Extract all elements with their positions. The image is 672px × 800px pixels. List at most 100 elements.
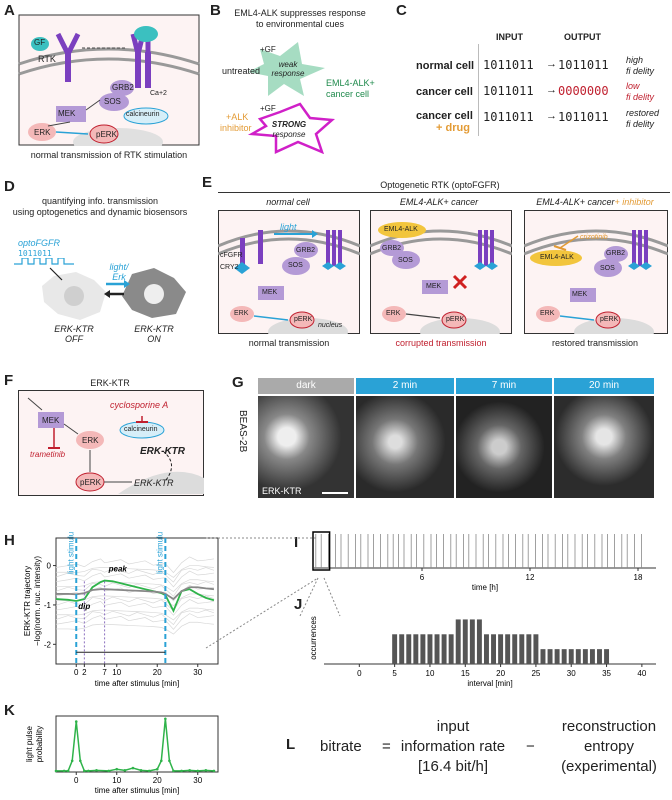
k-point — [147, 769, 151, 773]
output-header: OUTPUT — [564, 32, 601, 42]
g-header-7min: 7 min — [456, 378, 552, 394]
opto-label: optoFGFR — [18, 238, 61, 248]
h-background-trace — [55, 581, 215, 597]
k-plot-frame — [55, 715, 219, 773]
k-point — [87, 769, 90, 773]
l-term1-1: input — [436, 718, 470, 735]
e1-mek: MEK — [262, 289, 278, 296]
e2-title: EML4-ALK+ cancer — [399, 197, 479, 207]
h-stim-label-2: light stimulus — [155, 532, 164, 574]
f-calcineurin: calcineurin — [124, 426, 158, 433]
row-normal-input: 1011011 — [483, 58, 534, 72]
f-ktr-2: ERK-KTR — [134, 478, 174, 488]
scale-bar — [322, 492, 348, 494]
panel-label-l: L — [286, 736, 296, 753]
f-perk: pERK — [80, 478, 101, 487]
j-ylabel: occurrences — [309, 616, 318, 660]
k-point — [164, 717, 167, 721]
j-bar — [526, 634, 532, 664]
f-erk: ERK — [82, 436, 99, 445]
cell-label-2: cancer cell — [326, 89, 370, 99]
ktr-on-1: ERK-KTR — [134, 324, 174, 334]
k-series-line — [56, 718, 215, 772]
k-point — [107, 769, 110, 773]
weak-response-1: weak — [278, 60, 298, 69]
g-header-20min: 20 min — [554, 378, 654, 394]
row-normal-label: normal cell — [416, 60, 475, 72]
cell-label-1: EML4-ALK+ — [326, 78, 375, 88]
row-drug-label-2: + drug — [436, 122, 470, 134]
h-plot-frame — [55, 537, 219, 665]
panel-label-a: A — [4, 2, 15, 19]
row-cancer-arrow: → — [546, 84, 557, 96]
e1-light: light — [280, 222, 297, 232]
k-xtick-label: 0 — [74, 776, 79, 785]
h-background-trace — [55, 609, 215, 626]
h-background-trace — [56, 579, 214, 592]
j-bar — [413, 634, 419, 664]
h-background-trace — [56, 607, 214, 621]
j-xlabel: interval [min] — [467, 679, 512, 688]
k-point — [62, 769, 66, 773]
j-xtick-label: 5 — [392, 669, 397, 678]
k-point — [123, 769, 127, 772]
e3-mek: MEK — [572, 291, 588, 298]
k-point — [79, 759, 82, 763]
i-xtick-label: 18 — [634, 573, 643, 582]
j-bar — [483, 634, 489, 664]
h-xtick-label: 7 — [102, 668, 107, 677]
strong-response-1: STRONG — [271, 120, 307, 129]
row-cancer-input: 1011011 — [483, 84, 534, 98]
row-cancer-output: 0000000 — [558, 84, 609, 98]
h-stim-label-1: light stimulus — [66, 532, 75, 574]
j-xtick-label: 35 — [602, 669, 611, 678]
untreated-label: untreated — [222, 66, 261, 76]
e2-grb2: GRB2 — [382, 245, 402, 252]
j-bar — [448, 634, 454, 664]
k-point — [160, 759, 163, 763]
micrograph-dark — [258, 396, 354, 498]
h-xlabel: time after stimulus [min] — [95, 679, 179, 688]
j-xtick-label: 15 — [461, 669, 470, 678]
e1-perk: pERK — [294, 316, 313, 323]
l-term2-3: (experimental) — [561, 758, 657, 775]
row-normal-desc-2: fi delity — [626, 66, 655, 76]
panel-b-cells — [247, 42, 336, 154]
j-bar — [420, 634, 426, 664]
l-minus: − — [526, 738, 535, 755]
j-bar — [547, 649, 553, 664]
alk-inhibitor-1: +ALK — [226, 112, 249, 122]
j-bar — [540, 649, 546, 664]
e2-erk: ERK — [386, 310, 401, 317]
panel-e-rule — [218, 192, 670, 193]
panel-a-diagram — [18, 14, 200, 146]
k-point — [196, 769, 200, 773]
e2-eml: EML4-ALK — [384, 226, 418, 233]
l-term1-2: information rate — [400, 738, 506, 755]
gf-label: GF — [34, 38, 46, 47]
e1-nucleus: nucleus — [318, 322, 343, 329]
e3-diagram — [524, 210, 668, 334]
row-drug-input: 1011011 — [483, 110, 534, 124]
j-bar — [469, 619, 475, 664]
light-erk-2: Erk — [112, 272, 126, 282]
f-ktr-1: ERK-KTR — [140, 446, 185, 457]
k-point — [83, 769, 86, 773]
h-xtick-label: 10 — [112, 668, 121, 677]
k-point — [139, 769, 143, 772]
j-bar — [561, 649, 567, 664]
j-bar — [462, 619, 468, 664]
f-trametinib: trametinib — [30, 450, 66, 459]
panel-a-caption: normal transmission of RTK stimulation — [30, 150, 188, 160]
row-cancer-desc-2: fi delity — [626, 92, 655, 102]
j-xtick-label: 25 — [531, 669, 540, 678]
j-bar — [582, 649, 588, 664]
panel-label-i: I — [294, 534, 299, 551]
g-header-2min: 2 min — [356, 378, 454, 394]
j-xtick-label: 40 — [637, 669, 646, 678]
perk-label: pERK — [96, 130, 117, 139]
j-bar — [434, 634, 440, 664]
ktr-off-1: ERK-KTR — [54, 324, 94, 334]
row-drug-arrow: → — [546, 110, 557, 122]
f-cyclo: cyclosporine A — [110, 400, 169, 410]
